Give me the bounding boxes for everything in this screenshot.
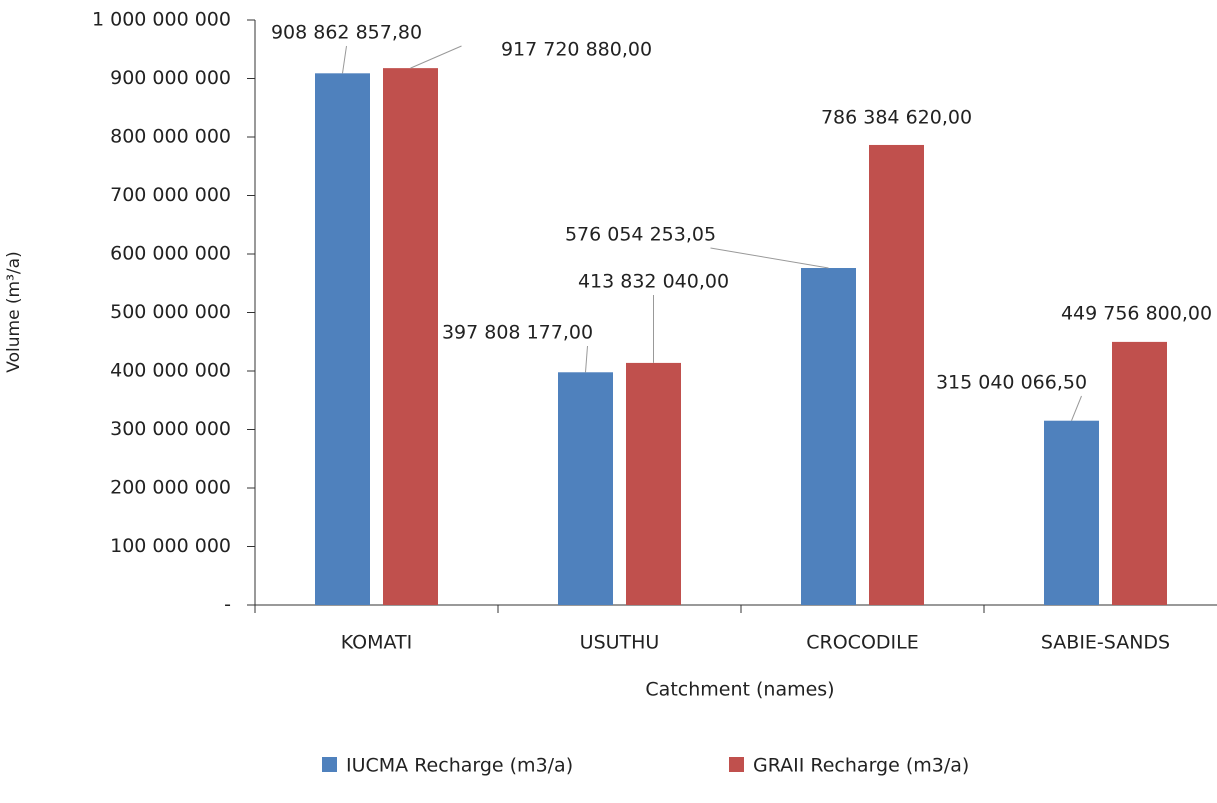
bar	[383, 68, 438, 605]
bar	[1112, 341, 1167, 605]
leader-line	[585, 345, 588, 373]
legend-label: GRAII Recharge (m3/a)	[753, 755, 969, 777]
y-tick-label: 500 000 000	[110, 301, 231, 323]
y-tick-label: 300 000 000	[110, 418, 231, 440]
leader-line	[410, 45, 462, 69]
x-axis-title: Catchment (names)	[645, 679, 834, 701]
data-label: 413 832 040,00	[578, 271, 729, 293]
leader-line	[1071, 395, 1082, 421]
y-tick-label: 100 000 000	[110, 535, 231, 557]
data-label: 576 054 253,05	[565, 224, 716, 246]
legend-swatch	[322, 757, 337, 772]
x-tick-label: CROCODILE	[806, 632, 918, 654]
data-label: 917 720 880,00	[501, 39, 652, 61]
data-label: 786 384 620,00	[821, 107, 972, 129]
data-label: 315 040 066,50	[936, 372, 1087, 394]
legend-swatch	[729, 757, 744, 772]
bar	[315, 73, 370, 605]
y-tick-label: 700 000 000	[110, 184, 231, 206]
data-label: 397 808 177,00	[442, 322, 593, 344]
leader-line	[342, 45, 347, 74]
y-tick-label: -	[224, 594, 231, 616]
y-tick-label: 800 000 000	[110, 126, 231, 148]
bar	[626, 362, 681, 605]
y-axis-title: Volume (m³/a)	[4, 251, 24, 372]
data-label: 908 862 857,80	[271, 22, 422, 44]
data-label: 449 756 800,00	[1061, 303, 1212, 325]
x-tick-label: SABIE-SANDS	[1041, 632, 1170, 654]
bar	[558, 372, 613, 605]
y-tick-label: 200 000 000	[110, 477, 231, 499]
bar	[801, 268, 856, 605]
x-tick-label: KOMATI	[341, 632, 413, 654]
bar	[869, 144, 924, 605]
x-tick-label: USUTHU	[580, 632, 660, 654]
legend-label: IUCMA Recharge (m3/a)	[346, 755, 573, 777]
y-tick-label: 1 000 000 000	[92, 9, 231, 31]
y-tick-label: 900 000 000	[110, 67, 231, 89]
y-tick-label: 600 000 000	[110, 243, 231, 265]
bar	[1044, 420, 1099, 605]
leader-line	[710, 247, 829, 269]
y-tick-label: 400 000 000	[110, 360, 231, 382]
